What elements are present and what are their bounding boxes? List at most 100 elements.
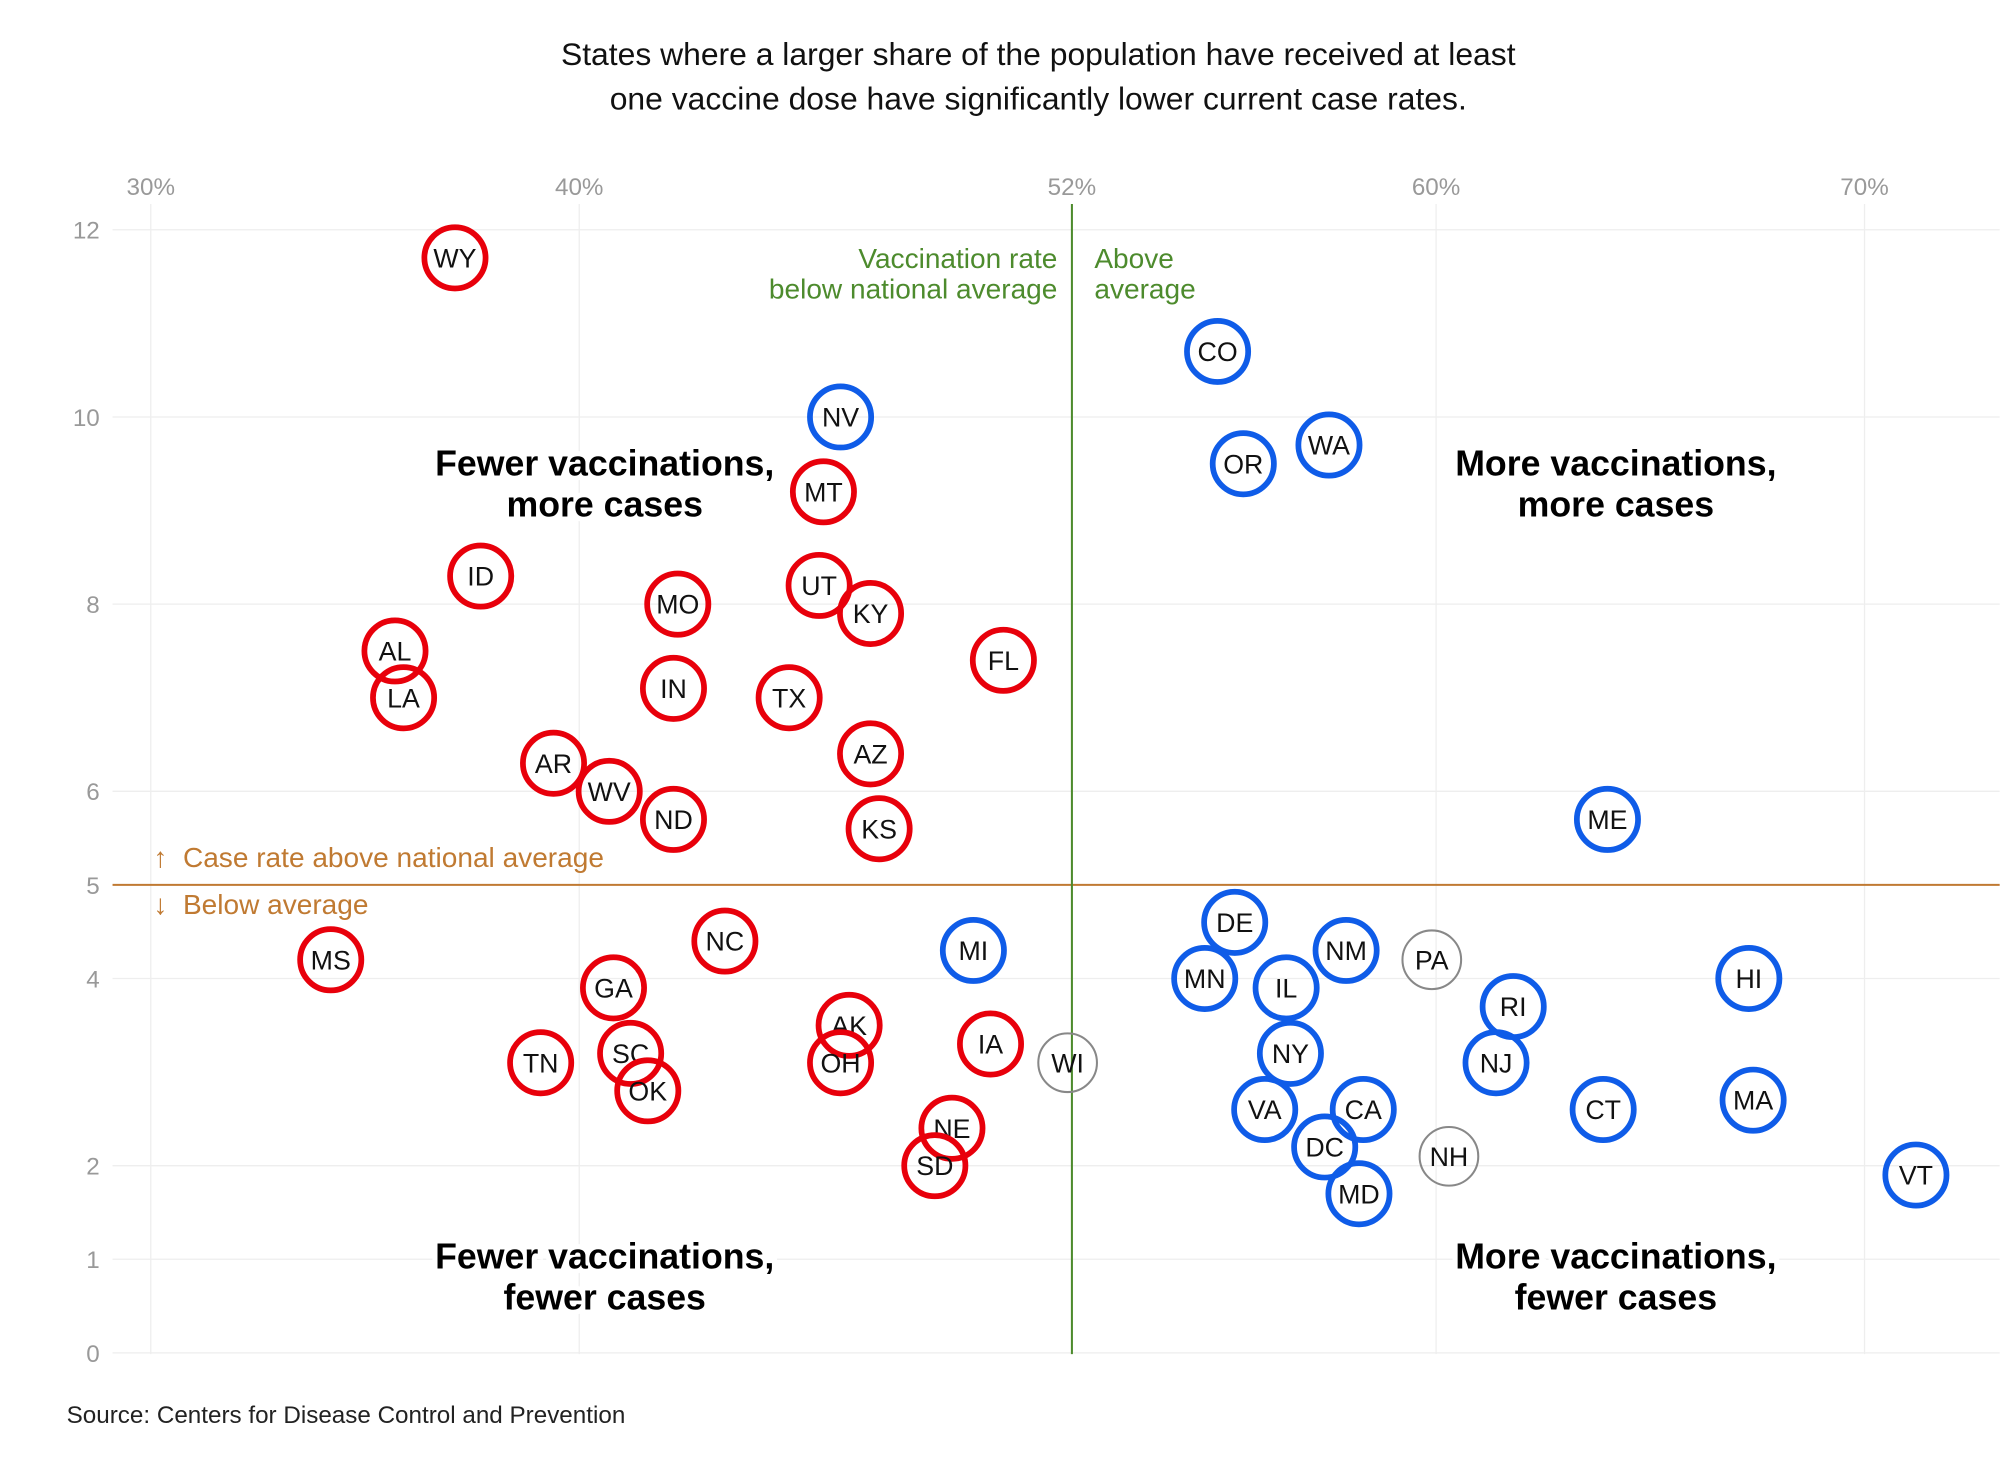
- state-label: FL: [988, 646, 1019, 676]
- state-label: MA: [1733, 1086, 1773, 1116]
- state-marker: [1401, 929, 1463, 991]
- state-marker: [575, 757, 643, 825]
- state-point-co: CO: [1184, 317, 1252, 385]
- state-label: UT: [801, 571, 837, 601]
- state-label: PA: [1415, 945, 1449, 975]
- state-marker: [640, 785, 707, 853]
- state-point-nc: NC: [691, 907, 759, 975]
- state-label: MS: [311, 945, 351, 975]
- x-tick-label: 60%: [1412, 174, 1460, 201]
- state-label: IN: [660, 674, 687, 704]
- state-marker: [1715, 945, 1783, 1012]
- state-marker: [507, 1029, 575, 1097]
- state-label: MI: [959, 936, 989, 966]
- state-label: TN: [523, 1048, 559, 1078]
- state-point-sd: SD: [901, 1132, 969, 1200]
- state-marker: [1569, 1076, 1637, 1144]
- state-marker: [1329, 1076, 1397, 1144]
- state-point-la: LA: [370, 664, 438, 732]
- y-tick-label: 8: [86, 592, 99, 619]
- state-point-mi: MI: [939, 916, 1007, 984]
- state-marker: [1325, 1160, 1393, 1228]
- quadrant-top-left-2: more cases: [507, 484, 703, 524]
- state-point-wa: WA: [1295, 411, 1363, 479]
- state-label: ME: [1587, 805, 1627, 835]
- y-tick-label: 12: [73, 218, 100, 245]
- state-marker: [1573, 785, 1641, 853]
- state-label: HI: [1735, 964, 1762, 994]
- x-tick-label: 70%: [1840, 174, 1888, 201]
- state-label: CA: [1345, 1095, 1382, 1125]
- state-marker: [1719, 1066, 1787, 1134]
- state-marker: [837, 720, 905, 788]
- state-point-il: IL: [1252, 954, 1320, 1022]
- state-marker: [370, 664, 438, 732]
- state-point-ma: MA: [1719, 1066, 1787, 1134]
- case-below-annotation: ↓ Below average: [153, 889, 368, 920]
- state-point-mo: MO: [644, 570, 712, 638]
- reference-lines: [112, 204, 2000, 1355]
- state-label: NV: [822, 403, 859, 433]
- state-label: AR: [535, 749, 572, 779]
- state-point-az: AZ: [837, 720, 905, 788]
- state-marker: [815, 991, 883, 1059]
- y-tick-label: 10: [73, 405, 100, 432]
- state-point-md: MD: [1325, 1160, 1393, 1228]
- state-point-ga: GA: [580, 954, 647, 1022]
- state-marker: [1462, 1029, 1530, 1097]
- state-label: MT: [804, 477, 843, 507]
- state-label: NM: [1325, 936, 1367, 966]
- y-tick-label: 4: [86, 966, 99, 993]
- state-marker: [1882, 1141, 1950, 1209]
- state-marker: [361, 617, 429, 685]
- state-marker: [845, 795, 913, 863]
- state-marker: [1295, 411, 1363, 479]
- vacc-below-annotation-2: below national average: [769, 273, 1057, 304]
- state-label: ND: [654, 805, 693, 835]
- quadrant-bottom-left-2: fewer cases: [504, 1278, 706, 1318]
- quadrant-bottom-right-1: More vaccinations,: [1455, 1237, 1776, 1277]
- y-tick-label: 0: [86, 1341, 99, 1368]
- state-point-vt: VT: [1882, 1141, 1950, 1209]
- state-label: NC: [706, 927, 745, 957]
- state-point-tn: TN: [507, 1029, 575, 1097]
- state-label: OH: [820, 1048, 860, 1078]
- state-marker: [580, 954, 647, 1022]
- state-label: MN: [1184, 964, 1226, 994]
- state-point-or: OR: [1209, 430, 1277, 498]
- state-marker: [640, 654, 707, 722]
- state-point-ms: MS: [297, 926, 365, 994]
- state-label: AL: [379, 636, 412, 666]
- state-label: DC: [1305, 1133, 1344, 1163]
- state-marker: [1037, 1032, 1098, 1094]
- state-point-ri: RI: [1479, 973, 1547, 1041]
- state-marker: [918, 1094, 986, 1162]
- state-label: VA: [1248, 1095, 1282, 1125]
- state-marker: [1171, 945, 1239, 1012]
- vacc-below-annotation-1: Vaccination rate: [858, 243, 1057, 274]
- state-marker: [1184, 317, 1252, 385]
- chart-title-line-2: one vaccine dose have significantly lowe…: [610, 81, 1467, 117]
- state-label: KY: [853, 599, 889, 629]
- state-point-oh: OH: [807, 1029, 875, 1097]
- state-point-ar: AR: [520, 729, 587, 797]
- chart-title-line-1: States where a larger share of the popul…: [561, 36, 1516, 72]
- state-point-pa: PA: [1401, 929, 1463, 991]
- state-label: WV: [588, 777, 631, 807]
- quadrant-top-right-1: More vaccinations,: [1455, 444, 1776, 484]
- state-label: MD: [1338, 1179, 1380, 1209]
- state-label: ID: [467, 562, 494, 592]
- state-marker: [421, 224, 489, 292]
- state-label: DE: [1216, 908, 1253, 938]
- state-marker: [1209, 430, 1277, 498]
- state-point-wv: WV: [575, 757, 643, 825]
- state-label: IL: [1275, 973, 1297, 1003]
- state-point-id: ID: [447, 542, 515, 610]
- state-point-de: DE: [1201, 888, 1269, 956]
- y-tick-label: 6: [86, 779, 99, 806]
- annotations: Vaccination rate below national average …: [153, 243, 1195, 920]
- state-label: GA: [594, 973, 633, 1003]
- state-point-in: IN: [640, 654, 707, 722]
- state-marker: [957, 1010, 1024, 1078]
